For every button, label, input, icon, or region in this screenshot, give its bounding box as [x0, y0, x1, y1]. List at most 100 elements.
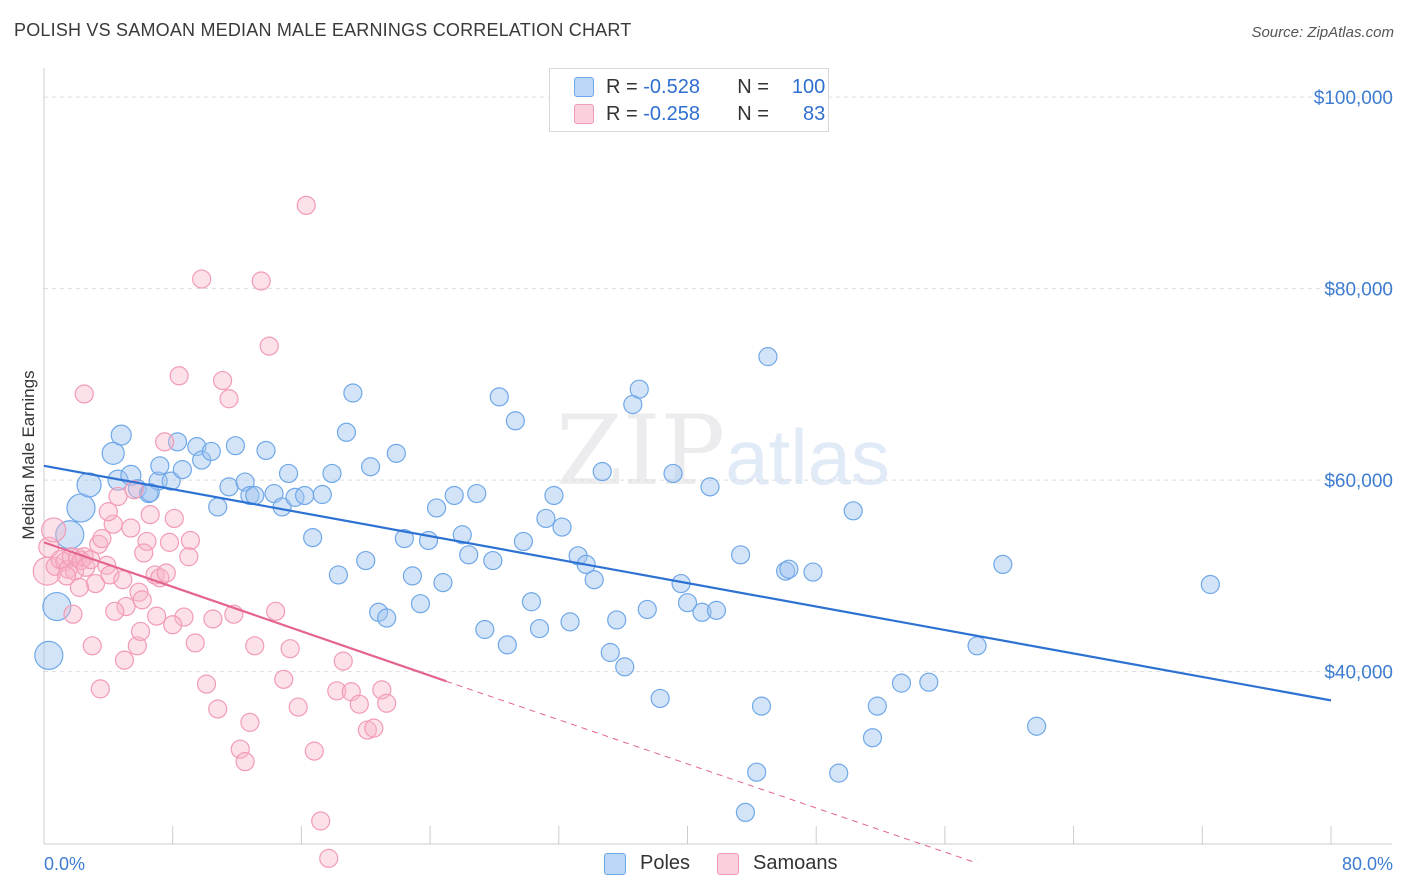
- poles-point: [758, 347, 778, 367]
- poles-point: [529, 618, 550, 639]
- samoans-point: [155, 432, 175, 452]
- legend-n-value: 100: [791, 75, 826, 98]
- samoans-point: [108, 486, 128, 507]
- legend-item-poles[interactable]: Poles: [604, 852, 690, 875]
- poles-point: [475, 619, 495, 640]
- samoans-point: [327, 681, 347, 701]
- poles-point: [386, 443, 406, 463]
- samoans-point: [156, 563, 176, 583]
- poles-point: [600, 642, 620, 663]
- samoans-point: [105, 601, 125, 621]
- poles-point: [843, 501, 863, 521]
- poles-point: [360, 457, 381, 477]
- labels-layer: Median Male Earnings $100,000 $80,000 $60,0…: [19, 88, 1393, 874]
- poles-point: [867, 696, 887, 716]
- samoans-legend-swatch: [717, 852, 739, 875]
- poles-point: [513, 531, 534, 552]
- y-tick-label: $60,000: [1324, 471, 1393, 492]
- legend-r-label: R =: [606, 102, 644, 125]
- samoans-point: [311, 811, 331, 831]
- y-tick-label: $40,000: [1324, 663, 1393, 684]
- series-legend: Poles Samoans: [0, 852, 1406, 876]
- poles-point: [312, 484, 332, 505]
- samoans-point: [69, 577, 89, 597]
- poles-point: [521, 592, 542, 612]
- samoans-point: [127, 636, 147, 656]
- source-label: Source: ZipAtlas.com: [1251, 24, 1394, 41]
- samoans-point: [196, 674, 217, 694]
- x-tick-label: 80.0%: [1342, 854, 1393, 874]
- samoans-point: [192, 269, 212, 289]
- poles-point: [483, 550, 503, 571]
- poles-point: [779, 559, 799, 579]
- poles-point: [110, 424, 132, 446]
- poles-point: [225, 436, 246, 456]
- poles-point: [615, 657, 635, 677]
- poles-point: [730, 545, 751, 565]
- legend-r-value: -0.258: [643, 102, 700, 125]
- poles-point: [172, 460, 192, 480]
- samoans-point: [114, 650, 135, 670]
- samoans-point: [180, 530, 200, 551]
- samoans-point: [163, 615, 183, 635]
- samoans-point: [288, 697, 308, 717]
- poles-point: [993, 554, 1013, 575]
- samoans-point: [349, 694, 369, 714]
- poles-point: [919, 672, 939, 692]
- watermark-zip: ZIP: [556, 395, 726, 507]
- poles-point: [240, 485, 260, 506]
- poles-point: [650, 688, 670, 709]
- poles-point: [467, 483, 487, 504]
- poles-point: [700, 477, 720, 497]
- chart-title: POLISH VS SAMOAN MEDIAN MALE EARNINGS CO…: [14, 20, 632, 40]
- samoans-point: [116, 596, 136, 617]
- poles-point: [426, 498, 447, 518]
- samoans-point: [174, 607, 194, 627]
- samoans-point: [235, 752, 255, 772]
- samoans-point: [266, 601, 286, 621]
- poles-point: [629, 379, 649, 399]
- legend-n-value: 83: [803, 102, 826, 125]
- samoans-point: [212, 370, 233, 391]
- poles-point: [452, 525, 472, 545]
- poles-point: [967, 636, 987, 656]
- stats-legend: R = -0.528 N = 100 R = -0.258 N = 83: [549, 68, 829, 132]
- samoans-point: [90, 679, 110, 699]
- samoans-point: [169, 366, 189, 386]
- poles-point: [891, 673, 912, 693]
- poles-point: [101, 441, 125, 465]
- samoans-point: [137, 531, 157, 552]
- samoans-legend-label: Samoans: [753, 852, 838, 874]
- poles-point: [343, 383, 363, 403]
- legend-r-label: R =: [606, 75, 644, 98]
- samoans-point: [130, 621, 151, 642]
- poles-point: [285, 487, 305, 507]
- poles-point: [592, 461, 612, 482]
- samoans-point: [85, 573, 106, 594]
- samoans-point: [240, 712, 260, 732]
- samoans-point: [333, 651, 353, 671]
- samoans-point: [185, 633, 205, 653]
- samoans-point: [259, 336, 279, 356]
- poles-point: [544, 485, 564, 506]
- poles-legend-label: Poles: [640, 852, 691, 874]
- poles-point: [803, 562, 823, 582]
- poles-point: [356, 550, 376, 571]
- legend-item-samoans[interactable]: Samoans: [717, 852, 838, 875]
- poles-point: [776, 561, 796, 581]
- samoans-point: [179, 547, 199, 567]
- samoans-point: [56, 566, 77, 586]
- samoans-point: [219, 389, 239, 409]
- poles-point: [552, 517, 572, 537]
- y-tick-label: $100,000: [1314, 88, 1393, 109]
- samoans-point: [364, 718, 384, 738]
- samoans-point: [230, 739, 250, 759]
- y-tick-label: $80,000: [1324, 280, 1393, 301]
- poles-point: [459, 545, 479, 565]
- poles-point: [322, 463, 342, 484]
- poles-point: [536, 508, 556, 529]
- poles-point: [444, 485, 464, 506]
- poles-point: [402, 566, 423, 586]
- poles-point: [201, 441, 221, 462]
